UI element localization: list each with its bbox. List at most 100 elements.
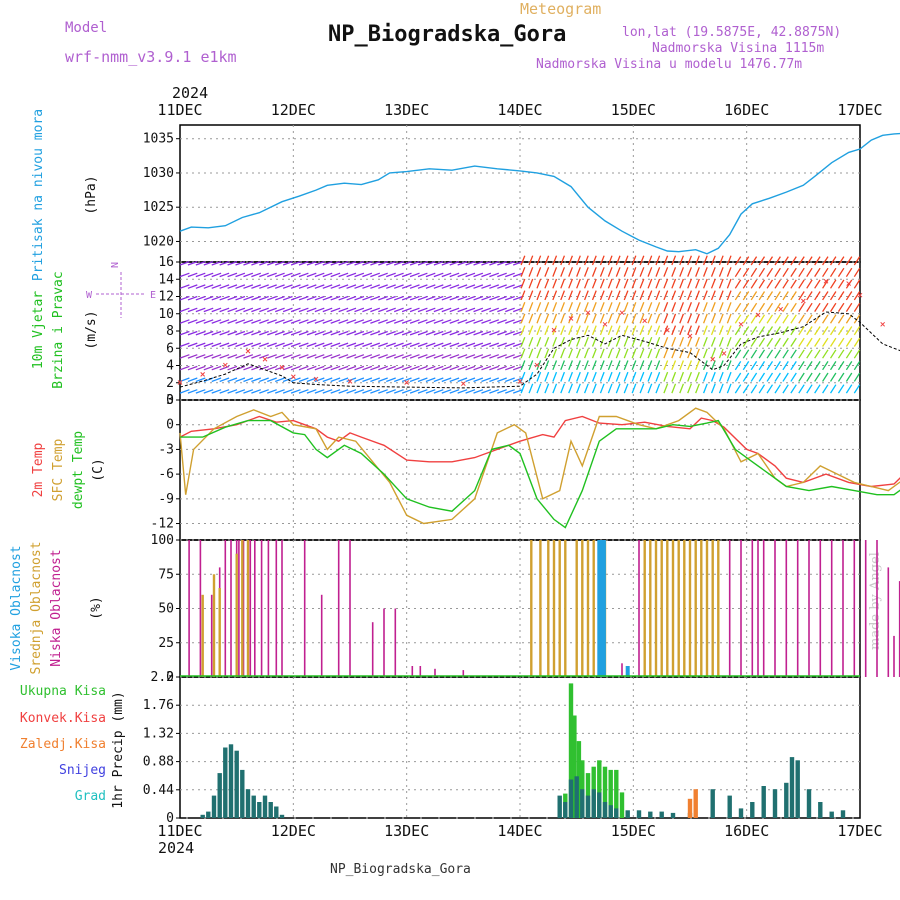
wind-barb <box>441 354 452 359</box>
wind-barb <box>750 302 758 312</box>
wind-barb <box>203 330 214 336</box>
wind-barb <box>211 377 222 383</box>
wind-barb <box>639 302 645 312</box>
wind-gust-mark <box>857 292 863 298</box>
wind-barb <box>465 284 476 289</box>
wind-barb <box>790 337 797 347</box>
cloud-bar <box>552 540 556 677</box>
wind-barb <box>409 342 420 348</box>
wind-barb <box>243 284 254 289</box>
wind-barb <box>591 371 597 382</box>
cloud-bar <box>694 540 697 677</box>
wind-barb <box>457 365 468 371</box>
wind-barb <box>489 377 500 383</box>
wind-barb <box>734 267 742 278</box>
wind-barb <box>227 260 238 266</box>
wind-barb <box>583 336 589 347</box>
wind-barb <box>829 361 837 371</box>
wind-barb <box>465 377 476 383</box>
wind-barb <box>623 267 629 277</box>
page-title: NP_Biogradska_Gora <box>328 22 567 47</box>
wind-barb <box>187 284 198 289</box>
wind-barb <box>235 284 246 289</box>
wind-barb <box>211 307 222 313</box>
wind-barb <box>401 272 412 278</box>
wind-barb <box>489 307 500 313</box>
wind-barb <box>798 291 805 301</box>
wind-barb <box>505 319 515 324</box>
wind-barb <box>505 354 515 359</box>
wind-barb <box>822 256 829 266</box>
wind-barb <box>330 342 341 348</box>
wind-barb <box>782 279 789 289</box>
wind-barb <box>393 365 404 371</box>
wind-barb <box>782 384 789 394</box>
wind-gust-mark <box>177 380 183 385</box>
wind-barb <box>552 255 558 266</box>
wind-barb <box>806 291 813 301</box>
x-tick-label-bottom: 11DEC <box>157 822 202 840</box>
wind-barb <box>203 284 214 289</box>
wind-barb <box>647 255 653 266</box>
compass-e: E <box>150 290 156 301</box>
wind-barb <box>806 326 813 336</box>
wind-barb <box>702 325 708 336</box>
precip-bar <box>251 795 256 818</box>
wind-barb <box>274 354 285 359</box>
wind-barb <box>219 389 230 394</box>
wind-barb <box>473 342 484 348</box>
cloud-bar <box>320 594 323 677</box>
wind-gust-mark <box>846 281 852 286</box>
wind-barb <box>679 325 685 336</box>
wind-barb <box>195 319 206 324</box>
wind-barb <box>187 342 198 348</box>
wind-barb <box>330 330 341 336</box>
wind-barb <box>362 284 373 289</box>
wind-barb <box>568 255 574 266</box>
wind-barb <box>393 389 404 394</box>
precip-bar <box>750 802 755 818</box>
x-tick-label-top: 14DEC <box>497 101 542 119</box>
precip-bar <box>568 683 574 818</box>
cloud-bar <box>547 540 550 677</box>
wind-barb <box>219 365 230 371</box>
wind-gust-mark <box>642 318 648 324</box>
wind-barb <box>179 389 190 394</box>
wind-barb <box>655 383 661 394</box>
wind-barb <box>489 342 500 348</box>
wind-barb <box>663 255 669 266</box>
wind-barb <box>393 377 404 383</box>
cloud-bar <box>530 540 533 677</box>
wind-barb <box>512 272 523 278</box>
temp-side-label-2m: 2m Temp <box>31 442 46 497</box>
wind-barb <box>798 279 805 289</box>
precip-bar <box>727 795 732 818</box>
wind-barb <box>306 319 317 324</box>
wind-barb <box>306 354 317 359</box>
wind-barb <box>710 325 716 336</box>
y-tick-label: 0.44 <box>143 783 174 798</box>
wind-barb <box>560 360 566 371</box>
wind-barb <box>829 372 837 382</box>
wind-barb <box>726 255 732 266</box>
wind-barb <box>465 365 476 371</box>
wind-barb <box>378 319 388 324</box>
wind-barb <box>814 349 821 359</box>
wind-barb <box>417 260 428 266</box>
precip-bar <box>574 776 579 818</box>
wind-barb <box>829 256 837 266</box>
wind-barb <box>489 330 500 336</box>
wind-gust-mark <box>721 351 727 356</box>
wind-barb <box>536 267 542 277</box>
wind-barb <box>243 365 254 371</box>
wind-barb <box>623 371 629 382</box>
wind-barb <box>576 360 581 371</box>
wind-barb <box>338 365 349 371</box>
wind-barb <box>822 267 829 278</box>
wind-barb <box>314 389 325 394</box>
cloud-bar <box>649 540 652 677</box>
cloud-bar <box>224 540 227 677</box>
wind-barb <box>512 307 523 313</box>
wind-barb <box>568 383 574 394</box>
wind-barb <box>718 278 724 289</box>
